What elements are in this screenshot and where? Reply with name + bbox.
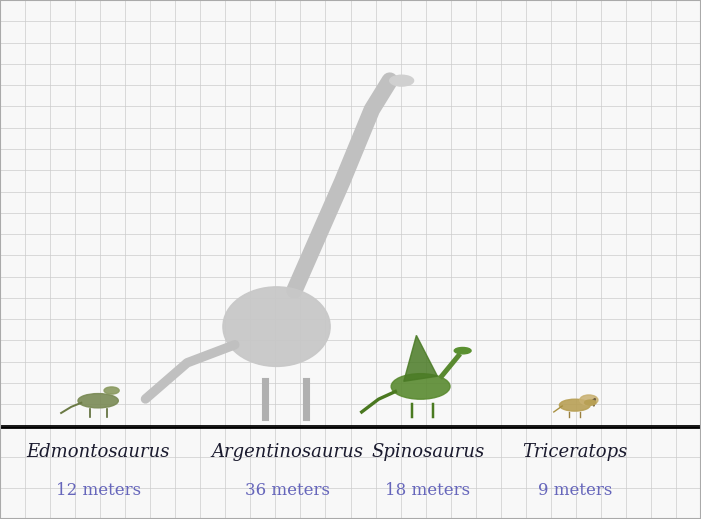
Ellipse shape	[78, 393, 118, 408]
Ellipse shape	[585, 400, 596, 405]
Text: 12 meters: 12 meters	[55, 483, 141, 499]
Text: Edmontosaurus: Edmontosaurus	[27, 443, 170, 461]
Ellipse shape	[580, 395, 598, 405]
Ellipse shape	[391, 374, 450, 399]
Text: Triceratops: Triceratops	[522, 443, 627, 461]
Text: 18 meters: 18 meters	[385, 483, 470, 499]
Text: 36 meters: 36 meters	[245, 483, 330, 499]
Ellipse shape	[390, 75, 414, 86]
Text: 9 meters: 9 meters	[538, 483, 612, 499]
Ellipse shape	[104, 387, 119, 394]
Ellipse shape	[223, 287, 330, 366]
Polygon shape	[404, 335, 437, 381]
Ellipse shape	[454, 348, 471, 354]
Ellipse shape	[559, 399, 590, 411]
Text: Spinosaurus: Spinosaurus	[371, 443, 484, 461]
Text: Argentinosaurus: Argentinosaurus	[212, 443, 363, 461]
